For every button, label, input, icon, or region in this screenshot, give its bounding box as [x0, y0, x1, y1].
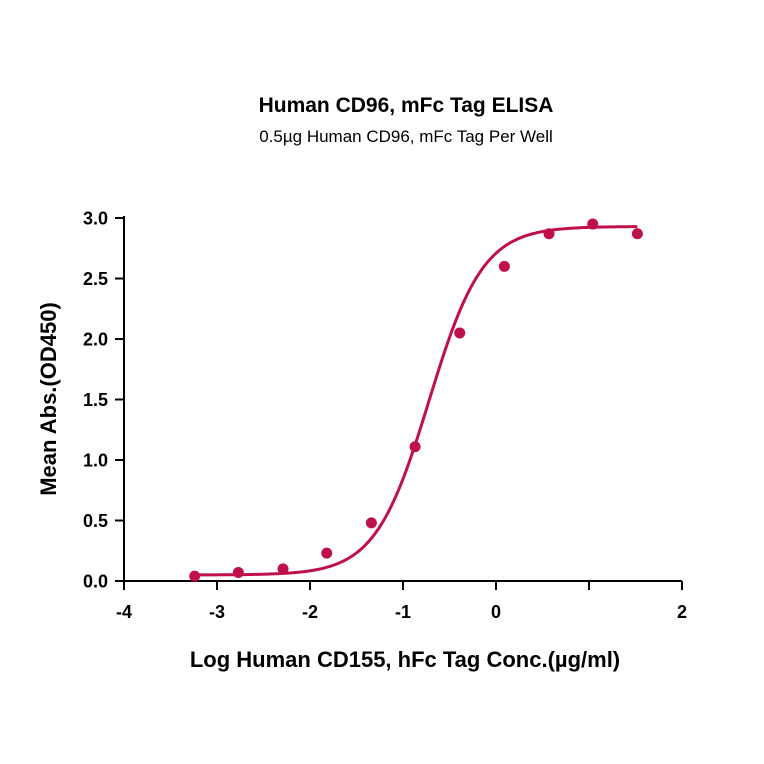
data-point: [232, 567, 244, 579]
data-point: [631, 228, 643, 240]
y-tick-label: 1.0: [83, 451, 108, 471]
x-tick-label: 0: [491, 602, 501, 622]
y-tick-label: 0.5: [83, 511, 108, 531]
y-axis: 0.0 0.5 1.0 1.5 2.0 2.5 3.0: [83, 209, 125, 592]
data-point: [365, 517, 377, 529]
x-tick-label: -4: [116, 602, 132, 622]
chart-title: Human CD96, mFc Tag ELISA: [259, 94, 554, 117]
x-axis: -4 -3 -2 -1 0 2: [116, 580, 687, 622]
data-point: [189, 570, 201, 582]
x-tick-label: -2: [302, 602, 318, 622]
data-point: [409, 441, 421, 453]
data-point: [498, 260, 510, 272]
data-point: [543, 228, 555, 240]
x-ticks: -4 -3 -2 -1 0 2: [116, 581, 687, 622]
data-point: [277, 563, 289, 575]
data-points: [189, 218, 643, 582]
data-point: [321, 547, 333, 559]
data-point: [454, 327, 466, 339]
y-tick-label: 2.0: [83, 330, 108, 350]
x-tick-label: 2: [677, 602, 687, 622]
y-tick-label: 0.0: [83, 572, 108, 592]
x-axis-label: Log Human CD155, hFc Tag Conc.(µg/ml): [190, 647, 620, 672]
y-ticks: 0.0 0.5 1.0 1.5 2.0 2.5 3.0: [83, 209, 124, 592]
fit-curve: [194, 225, 638, 577]
y-tick-label: 1.5: [83, 390, 108, 410]
x-tick-label: -1: [395, 602, 411, 622]
chart-subtitle: 0.5µg Human CD96, mFc Tag Per Well: [259, 127, 553, 146]
y-tick-label: 3.0: [83, 209, 108, 229]
y-axis-label: Mean Abs.(OD450): [36, 302, 61, 496]
y-tick-label: 2.5: [83, 269, 108, 289]
x-tick-label: -3: [209, 602, 225, 622]
data-point: [587, 218, 599, 230]
